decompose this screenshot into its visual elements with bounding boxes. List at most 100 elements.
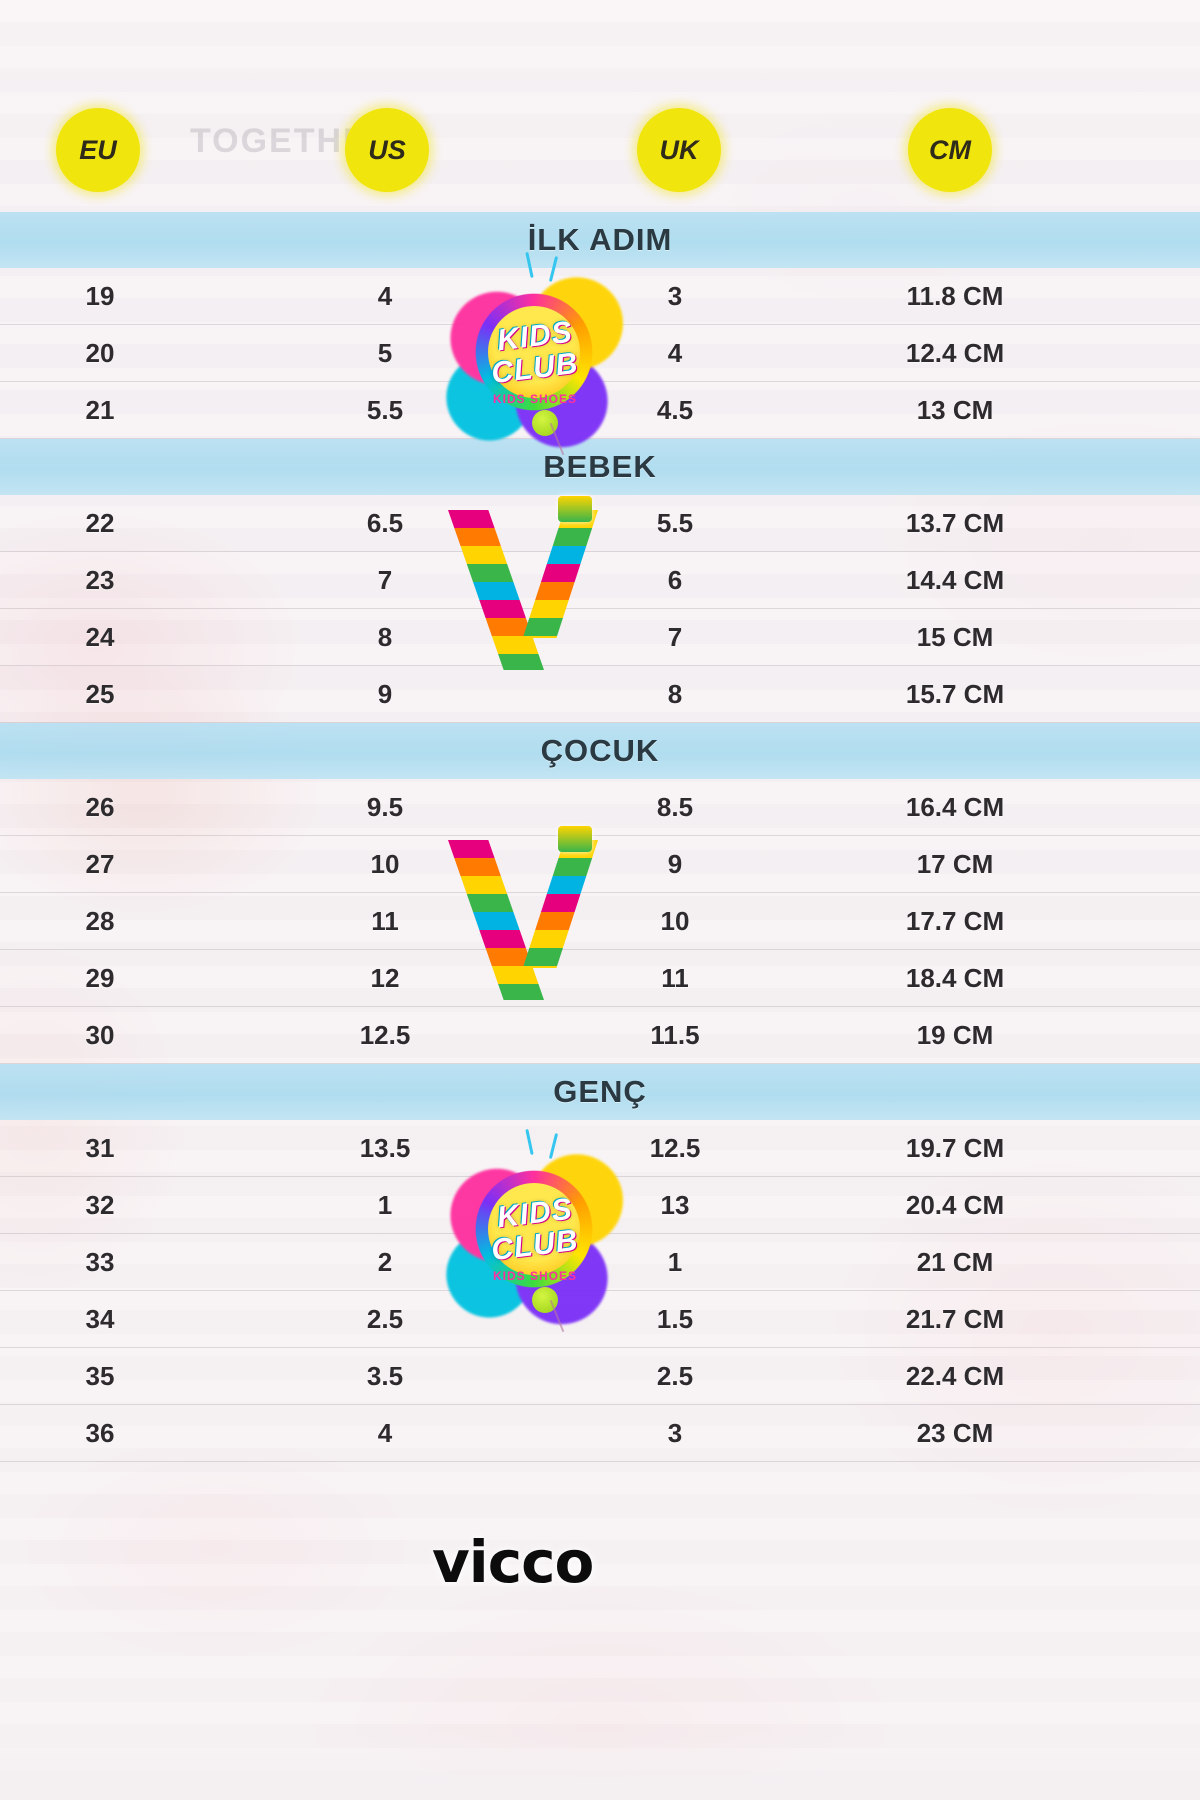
cell-eu: 30 (85, 1020, 115, 1050)
rainbow-v-left (448, 510, 544, 670)
cell-uk: 1.5 (656, 1304, 694, 1334)
cell-eu: 28 (85, 906, 115, 936)
rainbow-v-dot (558, 496, 592, 522)
table-row: 28 11 10 17.7 CM (0, 893, 1200, 950)
cell-eu: 36 (85, 1418, 115, 1448)
cell-us: 12 (370, 963, 400, 993)
cell-us: 10 (370, 849, 400, 879)
cell-eu: 22 (85, 508, 115, 538)
cell-us: 6.5 (366, 508, 404, 538)
chart-header: TOGETHER EU US UK CM (0, 0, 1200, 210)
cell-eu: 35 (85, 1361, 115, 1391)
section-title-text: ÇOCUK (540, 733, 660, 768)
cell-uk: 4.5 (656, 395, 694, 425)
row-divider (0, 608, 1200, 609)
column-header-eu: EU (56, 108, 140, 192)
table-row: 26 9.5 8.5 16.4 CM (0, 779, 1200, 836)
cell-uk: 10 (660, 906, 690, 936)
cell-us: 4 (377, 281, 393, 311)
cell-eu: 20 (85, 338, 115, 368)
kids-club-logo-bottom: KIDS CLUB KIDS SHOES (440, 1128, 630, 1333)
cell-eu: 31 (85, 1133, 115, 1163)
section-title: GENÇ (0, 1064, 1200, 1120)
row-divider (0, 1461, 1200, 1462)
cell-us: 9.5 (366, 792, 404, 822)
rainbow-v-right (522, 840, 598, 968)
cell-us: 2 (377, 1247, 393, 1277)
row-divider (0, 551, 1200, 552)
section-title: İLK ADIM (0, 212, 1200, 268)
cell-us: 2.5 (366, 1304, 404, 1334)
row-divider (0, 722, 1200, 723)
cell-us: 7 (377, 565, 393, 595)
vicco-wordmark: vicco (432, 1528, 594, 1596)
vicco-v-logo-cocuk (430, 826, 610, 1010)
logo-inner-circle (488, 306, 580, 398)
cell-eu: 21 (85, 395, 115, 425)
table-row: 24 8 7 15 CM (0, 609, 1200, 666)
row-divider (0, 949, 1200, 950)
cell-eu: 32 (85, 1190, 115, 1220)
row-divider (0, 1063, 1200, 1064)
table-row: 34 2.5 1.5 21.7 CM (0, 1291, 1200, 1348)
column-header-cm-label: CM (929, 134, 971, 165)
cell-uk: 2.5 (656, 1361, 694, 1391)
cell-eu: 27 (85, 849, 115, 879)
cell-uk: 13 (660, 1190, 690, 1220)
bottom-fade (0, 1730, 1200, 1800)
cell-uk: 8 (667, 679, 683, 709)
cell-us: 1 (377, 1190, 393, 1220)
cell-us: 3.5 (366, 1361, 404, 1391)
kids-club-line3: KIDS SHOES (492, 1269, 577, 1283)
cell-us: 4 (377, 1418, 393, 1448)
table-row: 27 10 9 17 CM (0, 836, 1200, 893)
cell-eu: 29 (85, 963, 115, 993)
cell-us: 13.5 (359, 1133, 411, 1163)
cell-cm: 14.4 CM (905, 565, 1005, 595)
cell-uk: 9 (667, 849, 683, 879)
cell-uk: 3 (667, 1418, 683, 1448)
cell-cm: 18.4 CM (905, 963, 1005, 993)
rainbow-v-right (522, 510, 598, 638)
cell-uk: 11.5 (650, 1020, 700, 1050)
cell-us: 8 (377, 622, 393, 652)
cell-eu: 24 (85, 622, 115, 652)
cell-cm: 13.7 CM (905, 508, 1005, 538)
cell-cm: 20.4 CM (905, 1190, 1005, 1220)
table-row: 22 6.5 5.5 13.7 CM (0, 495, 1200, 552)
column-header-cm: CM (908, 108, 992, 192)
row-divider (0, 665, 1200, 666)
kids-club-logo-top: KIDS CLUB KIDS SHOES (440, 251, 630, 456)
kids-club-line3: KIDS SHOES (492, 392, 577, 406)
section-title-text: İLK ADIM (527, 222, 673, 257)
cell-cm: 16.4 CM (905, 792, 1005, 822)
column-header-us: US (345, 108, 429, 192)
rainbow-v-dot (558, 826, 592, 852)
cell-cm: 13 CM (916, 395, 994, 425)
row-divider (0, 835, 1200, 836)
cell-uk: 7 (667, 622, 683, 652)
table-row: 23 7 6 14.4 CM (0, 552, 1200, 609)
cell-cm: 23 CM (916, 1418, 994, 1448)
cell-cm: 17 CM (916, 849, 994, 879)
cell-eu: 19 (85, 281, 115, 311)
cell-cm: 15 CM (916, 622, 994, 652)
cell-us: 5 (377, 338, 393, 368)
cell-cm: 11.8 CM (906, 281, 1004, 311)
cell-uk: 3 (667, 281, 683, 311)
logo-inner-circle (488, 1183, 580, 1275)
cell-uk: 4 (667, 338, 683, 368)
rainbow-v-left (448, 840, 544, 1000)
section-title-text: GENÇ (553, 1074, 647, 1109)
cell-eu: 25 (85, 679, 115, 709)
cell-cm: 15.7 CM (905, 679, 1005, 709)
table-row: 30 12.5 11.5 19 CM (0, 1007, 1200, 1064)
cell-cm: 21.7 CM (905, 1304, 1005, 1334)
section-band (0, 723, 1200, 779)
row-divider (0, 1404, 1200, 1405)
cell-cm: 19 CM (916, 1020, 994, 1050)
cell-eu: 26 (85, 792, 115, 822)
row-divider (0, 1006, 1200, 1007)
section-band (0, 212, 1200, 268)
